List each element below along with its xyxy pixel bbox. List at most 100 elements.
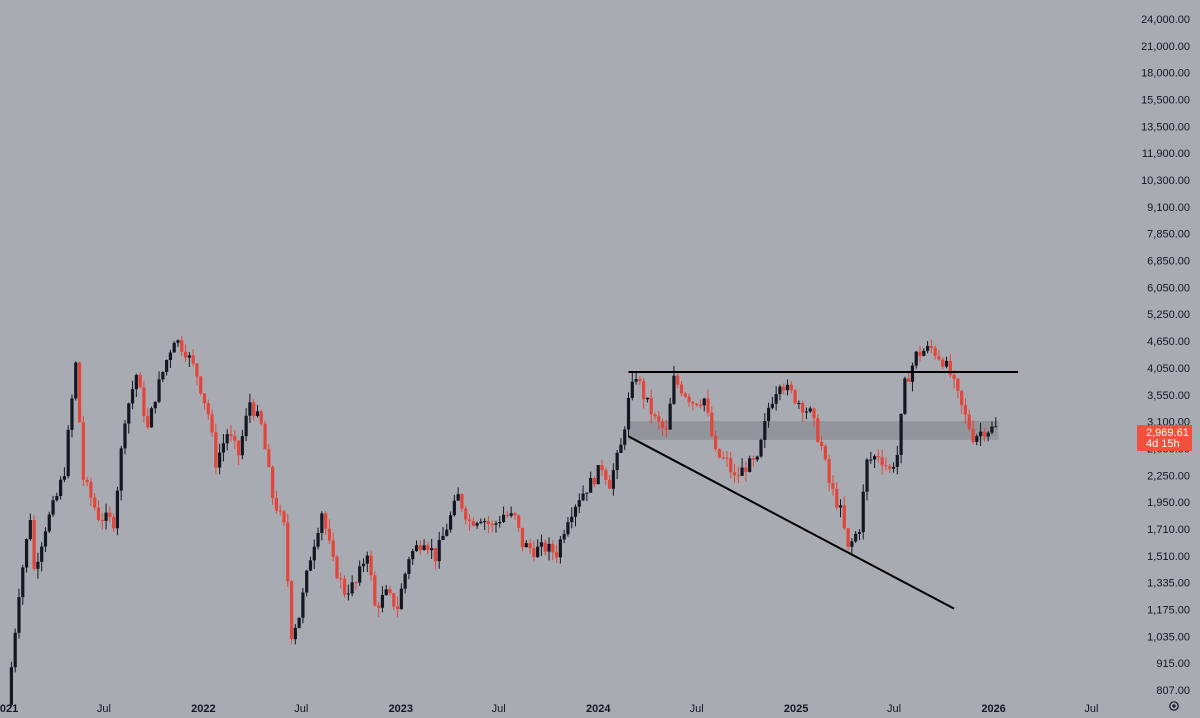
- candle: [547, 537, 551, 561]
- candle: [286, 513, 290, 588]
- candle: [85, 476, 89, 487]
- candle: [710, 406, 714, 438]
- y-tick-label: 13,500.00: [1141, 121, 1190, 133]
- candle: [774, 386, 778, 411]
- candle: [668, 397, 672, 430]
- candle: [748, 455, 752, 473]
- candle: [755, 455, 759, 462]
- candle: [146, 407, 150, 430]
- y-tick-label: 15,500.00: [1141, 95, 1190, 107]
- candle: [664, 419, 668, 438]
- candle: [361, 558, 366, 573]
- candle: [691, 400, 695, 411]
- candle: [81, 415, 85, 487]
- y-tick-label: 4,650.00: [1147, 336, 1190, 348]
- candle: [407, 556, 411, 580]
- candle: [721, 450, 725, 460]
- y-tick-label: 3,550.00: [1147, 390, 1190, 402]
- candle: [956, 377, 960, 398]
- drawn-lines: [628, 370, 1018, 610]
- candle: [766, 402, 771, 428]
- candle: [865, 458, 869, 501]
- candle: [763, 413, 767, 448]
- y-tick-label: 24,000.00: [1141, 14, 1190, 26]
- candle: [176, 339, 180, 347]
- candle: [89, 477, 93, 507]
- candle: [729, 451, 733, 479]
- candle: [43, 527, 48, 553]
- candle: [880, 449, 884, 475]
- candle: [937, 349, 941, 361]
- candle: [615, 449, 619, 480]
- x-tick-label: 2021: [0, 703, 18, 715]
- candle: [134, 373, 138, 398]
- candle: [475, 521, 479, 529]
- y-tick-label: 18,000.00: [1141, 68, 1190, 80]
- candle: [778, 384, 782, 401]
- candle: [857, 529, 862, 541]
- candle: [483, 518, 487, 531]
- candle: [218, 443, 222, 475]
- trendline-line[interactable]: [628, 435, 955, 610]
- candle: [751, 455, 756, 467]
- candle: [149, 406, 154, 428]
- candle: [437, 531, 441, 569]
- support-zone: [628, 421, 999, 440]
- candle: [244, 408, 248, 442]
- candle: [392, 592, 396, 610]
- candle: [130, 380, 135, 410]
- y-tick-label: 6,050.00: [1147, 282, 1190, 294]
- candle: [967, 409, 971, 432]
- candle: [831, 475, 835, 496]
- candle: [683, 391, 687, 399]
- candle: [551, 540, 555, 561]
- candle: [509, 506, 513, 518]
- settings-gear-icon[interactable]: [1169, 701, 1179, 711]
- candle: [562, 529, 566, 544]
- candle: [589, 471, 593, 493]
- candle: [430, 538, 434, 559]
- candle: [32, 515, 36, 571]
- candle: [308, 556, 313, 572]
- y-tick-label: 1,035.00: [1147, 631, 1190, 643]
- candle: [252, 398, 256, 421]
- candle: [51, 495, 55, 517]
- candle: [168, 349, 173, 369]
- candle: [112, 513, 116, 532]
- y-tick-label: 6,850.00: [1147, 256, 1190, 268]
- candle: [876, 449, 880, 463]
- candle: [914, 350, 918, 369]
- candle: [358, 560, 362, 586]
- last-price-tag-bg: [1137, 425, 1192, 451]
- candle: [634, 372, 638, 385]
- price-axis[interactable]: 24,000.00 21,000.00 18,000.00 15,500.00 13,5…: [1141, 14, 1190, 697]
- candle: [698, 399, 703, 409]
- y-tick-label: 915.00: [1156, 658, 1190, 670]
- candle: [225, 429, 229, 451]
- y-tick-label: 7,850.00: [1147, 229, 1190, 241]
- candle: [339, 572, 343, 589]
- candle: [36, 552, 40, 579]
- candle: [861, 484, 865, 540]
- candle: [142, 380, 146, 424]
- candle: [62, 467, 67, 483]
- candle: [528, 538, 532, 554]
- candle: [445, 523, 449, 537]
- candle: [486, 516, 491, 534]
- time-axis[interactable]: 2021 Jul 2022 Jul 2023 Jul 2024 Jul 2025 Jul 2026 J…: [0, 703, 1098, 715]
- candle: [816, 414, 820, 444]
- candle: [823, 444, 827, 462]
- candle: [623, 426, 627, 450]
- candle: [13, 628, 17, 673]
- candle: [108, 506, 112, 523]
- candle: [872, 454, 877, 469]
- candle: [929, 339, 933, 354]
- candle: [93, 493, 97, 511]
- candle: [24, 538, 29, 573]
- candle: [835, 481, 839, 511]
- candle: [452, 494, 456, 517]
- candle: [248, 393, 252, 424]
- candle: [210, 409, 214, 437]
- candle: [316, 527, 320, 550]
